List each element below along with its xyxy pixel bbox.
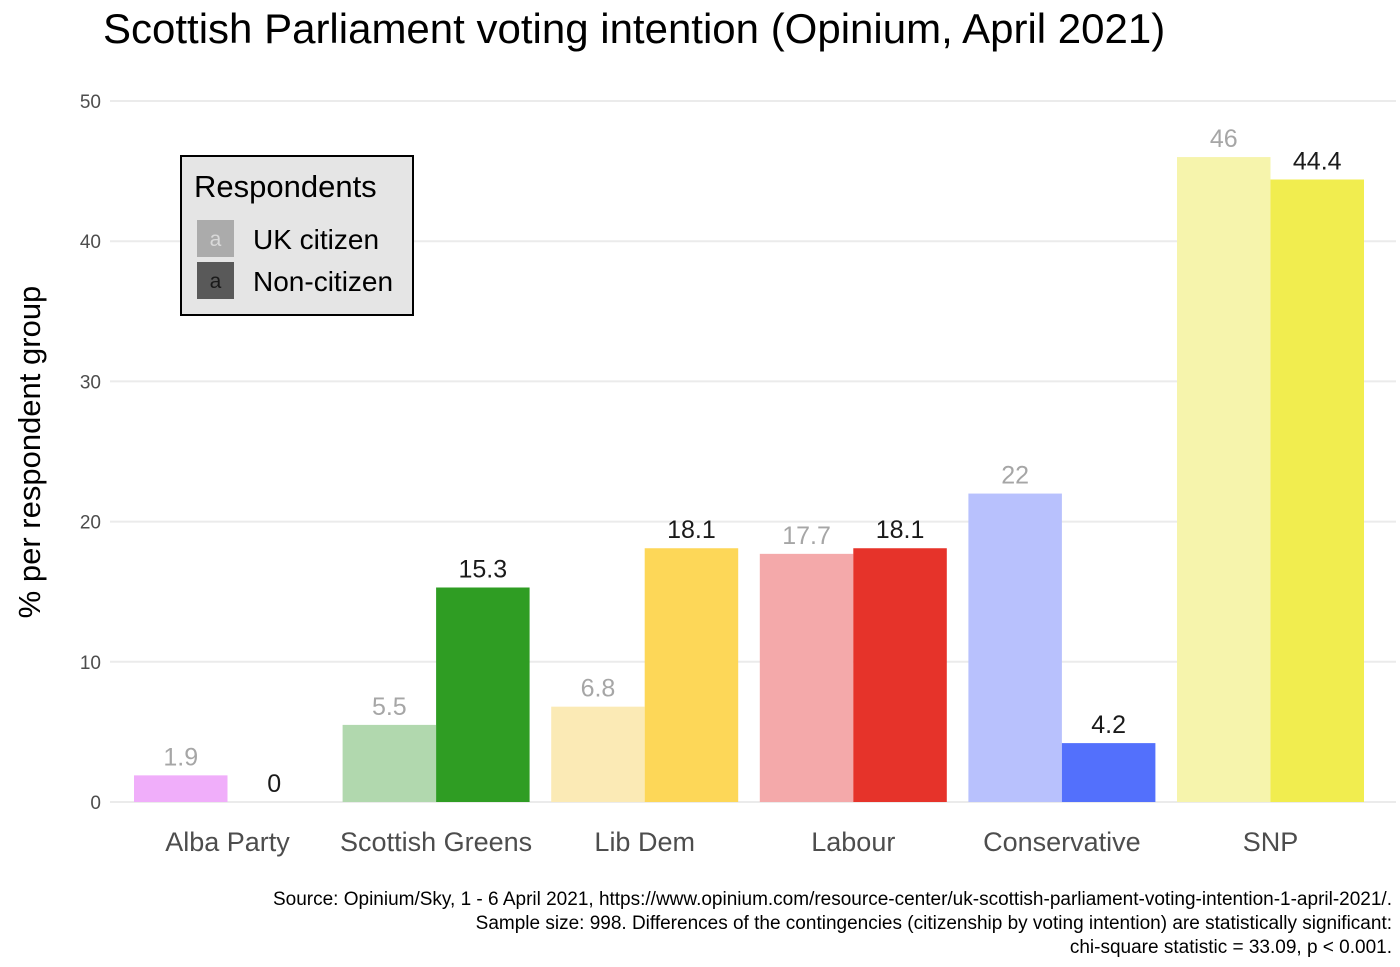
x-axis-categories: Alba Party Scottish Greens Lib Dem Labour Co… [165, 827, 1298, 857]
legend-key-letter: a [210, 270, 222, 293]
data-label: 0 [267, 770, 281, 798]
bar [1177, 157, 1271, 802]
bar [551, 706, 645, 802]
caption-line: Source: Opinium/Sky, 1 - 6 April 2021, h… [273, 889, 1392, 910]
x-tick-label: Scottish Greens [340, 827, 532, 857]
y-tick-label: 50 [80, 92, 101, 113]
y-tick-label: 30 [80, 372, 101, 393]
y-tick-label: 10 [80, 653, 101, 674]
data-label: 1.9 [163, 743, 198, 771]
legend-key-letter: a [210, 228, 222, 251]
data-label: 44.4 [1293, 148, 1342, 176]
legend-key [197, 262, 234, 299]
data-label: 17.7 [782, 522, 831, 550]
bars [134, 157, 1364, 803]
x-tick-label: Conservative [983, 827, 1141, 857]
y-tick-label: 0 [90, 793, 101, 814]
legend-title: Respondents [194, 169, 377, 204]
bar [759, 553, 854, 802]
x-tick-label: Lib Dem [594, 827, 695, 857]
y-axis-ticks: 0 10 20 30 40 50 [80, 92, 101, 814]
bar [853, 548, 947, 802]
y-tick-label: 20 [80, 513, 101, 534]
caption-line: Sample size: 998. Differences of the con… [476, 913, 1392, 934]
x-tick-label: Labour [811, 827, 895, 857]
data-label: 4.2 [1091, 711, 1126, 739]
bar [342, 724, 437, 802]
data-label: 6.8 [581, 675, 616, 703]
bar [968, 493, 1062, 802]
data-label: 18.1 [667, 516, 716, 544]
legend-item-label: UK citizen [253, 224, 379, 255]
bar [1061, 743, 1156, 802]
bar [134, 775, 228, 802]
bar [644, 548, 739, 802]
source-caption: Source: Opinium/Sky, 1 - 6 April 2021, h… [273, 889, 1392, 958]
data-label: 46 [1210, 125, 1238, 153]
x-tick-label: SNP [1243, 827, 1299, 857]
y-axis-label: % per respondent group [12, 286, 47, 619]
legend: Respondents a UK citizen a Non-citizen [180, 155, 414, 316]
caption-line: chi-square statistic = 33.09, p < 0.001. [1070, 937, 1392, 958]
y-tick-label: 40 [80, 232, 101, 253]
legend-item-label: Non-citizen [253, 266, 393, 297]
data-label: 22 [1001, 462, 1029, 490]
bar [1270, 179, 1364, 803]
data-label: 5.5 [372, 693, 407, 721]
legend-key [197, 220, 234, 257]
x-tick-label: Alba Party [165, 827, 290, 857]
data-label: 18.1 [876, 516, 925, 544]
data-label: 15.3 [459, 555, 508, 583]
value-labels: 1.9 0 5.5 15.3 6.8 18.1 17.7 18.1 22 4.2 46 44.4 [163, 125, 1341, 798]
bar [436, 587, 530, 802]
chart-title: Scottish Parliament voting intention (Op… [103, 5, 1165, 52]
